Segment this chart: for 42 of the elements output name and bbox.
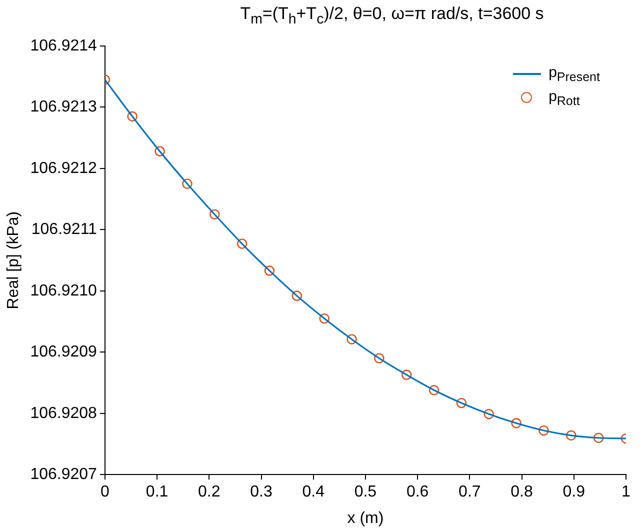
x-tick-label: 0.8 (510, 484, 534, 501)
point (346, 334, 357, 344)
y-tick-label: 106.9209 (30, 344, 98, 361)
point (401, 370, 412, 380)
point (154, 146, 165, 156)
point (264, 266, 275, 276)
point (566, 430, 576, 441)
y-tick-label: 106.9213 (30, 98, 98, 116)
x-tick-label: 0.2 (198, 484, 220, 501)
point (538, 425, 549, 436)
x-tick-label: 0.4 (302, 484, 325, 501)
point (292, 290, 302, 301)
x-tick-label: 0.5 (354, 484, 377, 501)
y-tick-label: 106.9208 (30, 404, 98, 422)
x-tick-label: 0.6 (406, 484, 429, 501)
point (127, 111, 138, 122)
point (428, 384, 440, 396)
point (319, 313, 330, 324)
y-tick-label: 106.9210 (30, 282, 98, 300)
point (593, 432, 604, 444)
point (209, 209, 220, 220)
x-tick-label: 0 (100, 484, 110, 501)
legend-label: p$_{Present}$ (548, 64, 600, 84)
point (456, 398, 467, 408)
x-tick-label: 0.3 (250, 484, 272, 501)
x-tick-label: 0.9 (562, 484, 586, 501)
x-tick-label: 0.7 (458, 484, 481, 501)
y-tick-label: 106.9211 (31, 221, 98, 238)
legend-label: p$_{Rott}$ (548, 88, 580, 108)
y-tick-label: 106.9214 (30, 37, 98, 54)
point (511, 418, 522, 428)
y-tick-label: 106.9212 (30, 160, 98, 177)
x-tick-label: 0.1 (146, 484, 168, 501)
point (236, 238, 248, 249)
point (182, 178, 192, 189)
x-tick-label: 1 (622, 484, 631, 501)
x-axis-title: x (m) (347, 510, 384, 527)
y-tick-label: 106.9207 (30, 466, 98, 484)
point (374, 353, 384, 364)
chart-title: T$_{m}$=(T$_{h}$+T$_{c}$)/2, θ=0, ω=π rad/s, t=3600 s (239, 4, 545, 28)
y-axis-title: Real [p] (kPa) (5, 211, 22, 310)
point (484, 408, 494, 420)
